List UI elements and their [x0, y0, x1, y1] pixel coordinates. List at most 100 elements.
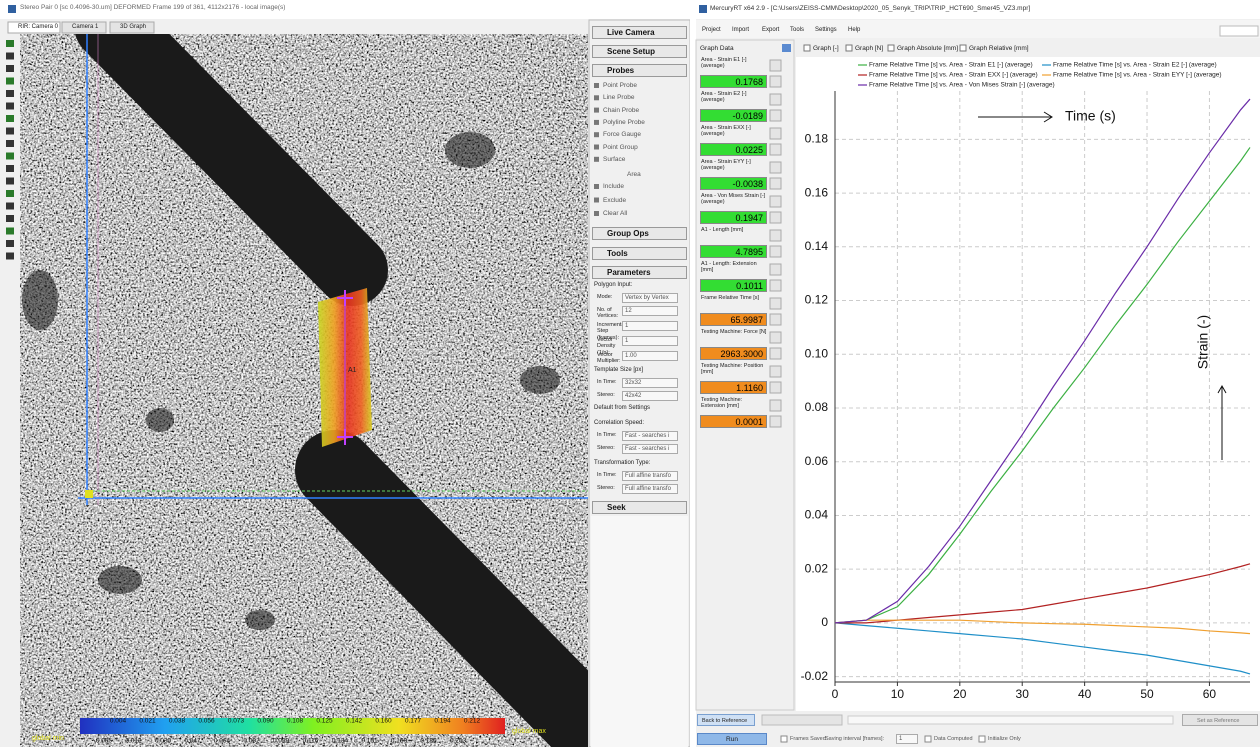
edit-icon [770, 230, 781, 241]
probe-item[interactable]: Point Probe [603, 82, 637, 89]
colorbar-tick: 0.108 [287, 718, 304, 725]
graph-tab[interactable]: Graph [-] [813, 45, 839, 52]
tool-icon [6, 40, 14, 47]
menu-item[interactable]: Tools [790, 27, 804, 34]
probe-item[interactable]: Polyline Probe [603, 119, 645, 126]
back-to-reference[interactable]: Back to Reference [697, 714, 755, 726]
probe-icon [594, 145, 599, 150]
checkbox-label[interactable]: Data Computed [934, 736, 973, 742]
tool-icon [6, 140, 14, 147]
edit-icon [770, 94, 781, 105]
data-value: 0.1011 [700, 279, 767, 292]
menu-item[interactable]: Settings [815, 27, 837, 34]
param-value[interactable]: 1 [622, 336, 678, 346]
colorbar-title: Area: Strain E1 [-] [264, 710, 320, 717]
graph-area [796, 57, 1260, 711]
y-tick-label: 0.18 [805, 132, 829, 146]
scene-setup[interactable]: Scene Setup [592, 45, 687, 58]
dark-spot [22, 270, 58, 330]
probe-item[interactable]: Surface [603, 156, 625, 163]
tool-icon [770, 382, 781, 393]
param-label: Default from Settings [594, 405, 650, 412]
area-item[interactable]: Exclude [603, 197, 626, 204]
tool-icon [6, 228, 14, 235]
param-label: Transformation Type: [594, 460, 650, 467]
playback-controls [762, 715, 842, 725]
tab-label[interactable]: 3D Graph [120, 24, 146, 31]
edit-icon [770, 162, 781, 173]
colorbar-tick: 0.142 [346, 718, 363, 725]
param-label: Template Size [px] [594, 367, 643, 374]
param-label: In Time: [597, 432, 623, 438]
area-item[interactable]: Clear All [603, 210, 627, 217]
tool-icon [6, 128, 14, 135]
graph-tab[interactable]: Graph Absolute [mm] [897, 45, 958, 52]
param-value[interactable]: Vertex by Vertex [622, 293, 678, 303]
x-tick-label: 20 [953, 687, 967, 701]
probe-item[interactable]: Line Probe [603, 94, 634, 101]
menu-item[interactable]: Export [762, 27, 779, 34]
set-as-reference[interactable]: Set as Reference [1182, 714, 1258, 726]
menu-item[interactable]: Import [732, 27, 749, 34]
annotation: Time (s) [1065, 108, 1116, 124]
probe-icon [594, 132, 599, 137]
probe-item[interactable]: Force Gauge [603, 131, 641, 138]
y-tick-label: 0.14 [805, 239, 829, 253]
tool-icon [770, 246, 781, 257]
tool-icon [770, 348, 781, 359]
dark-spot [245, 610, 275, 630]
tool-icon [6, 253, 14, 260]
menu-item[interactable]: Help [848, 27, 860, 34]
param-label: Stereo: [597, 485, 623, 491]
graph-tab[interactable]: Graph [N] [855, 45, 883, 52]
colorbar-tick: 0.125 [316, 718, 333, 725]
param-value[interactable]: 32x32 [622, 378, 678, 388]
tab-checkbox [960, 45, 966, 51]
param-value[interactable]: 42x42 [622, 391, 678, 401]
seek[interactable]: Seek [592, 501, 687, 514]
live-camera[interactable]: Live Camera [592, 26, 687, 39]
tool-icon [6, 190, 14, 197]
tool-icon [6, 165, 14, 172]
group-ops[interactable]: Group Ops [592, 227, 687, 240]
search-box [1220, 26, 1258, 36]
probes[interactable]: Probes [592, 64, 687, 77]
data-value: -0.0038 [700, 177, 767, 190]
param-value[interactable]: Fast - searches i [622, 431, 678, 441]
colorbar-tick: 0.073 [228, 718, 245, 725]
param-value[interactable]: Full affine transfo [622, 484, 678, 494]
param-value[interactable]: 12 [622, 306, 678, 316]
tool-icon [6, 215, 14, 222]
param-value[interactable]: Full affine transfo [622, 471, 678, 481]
y-tick-label: 0.04 [805, 508, 829, 522]
saving-interval-value[interactable]: 1 [896, 734, 918, 744]
tab-label[interactable]: RIR: Camera 0 [18, 24, 58, 31]
checkbox-label[interactable]: Initialize Only [988, 736, 1021, 742]
graph-tab[interactable]: Graph Relative [mm] [969, 45, 1029, 52]
checkbox-label[interactable]: Frames Saved [790, 736, 826, 742]
data-label: Testing Machine: Extension [mm] [701, 397, 767, 410]
y-tick-label: 0.12 [805, 293, 829, 307]
probe-item[interactable]: Chain Probe [603, 107, 639, 114]
param-value[interactable]: Fast - searches i [622, 444, 678, 454]
y-tick-label: 0.02 [805, 561, 829, 575]
tab-label[interactable]: Camera 1 [72, 24, 98, 31]
colorbar-tick: 0.021 [139, 718, 156, 725]
run-button[interactable]: Run [697, 733, 767, 745]
tool-icon [6, 240, 14, 247]
colorbar-tick: 0.082 [243, 738, 260, 745]
param-value[interactable]: 1 [622, 321, 678, 331]
edit-icon [770, 366, 781, 377]
tool-icon [770, 416, 781, 427]
area-item[interactable]: Include [603, 183, 624, 190]
menu-item[interactable]: Project [702, 27, 721, 34]
probe-icon [594, 108, 599, 113]
parameters[interactable]: Parameters [592, 266, 687, 279]
camera-image: A1 [20, 25, 620, 747]
legend-label: Frame Relative Time [s] vs. Area - Strai… [1053, 62, 1217, 69]
legend-label: Frame Relative Time [s] vs. Area - Strai… [869, 72, 1038, 79]
probe-item[interactable]: Point Group [603, 144, 638, 151]
param-value[interactable]: 1.00 [622, 351, 678, 361]
tools[interactable]: Tools [592, 247, 687, 260]
probe-icon [594, 120, 599, 125]
